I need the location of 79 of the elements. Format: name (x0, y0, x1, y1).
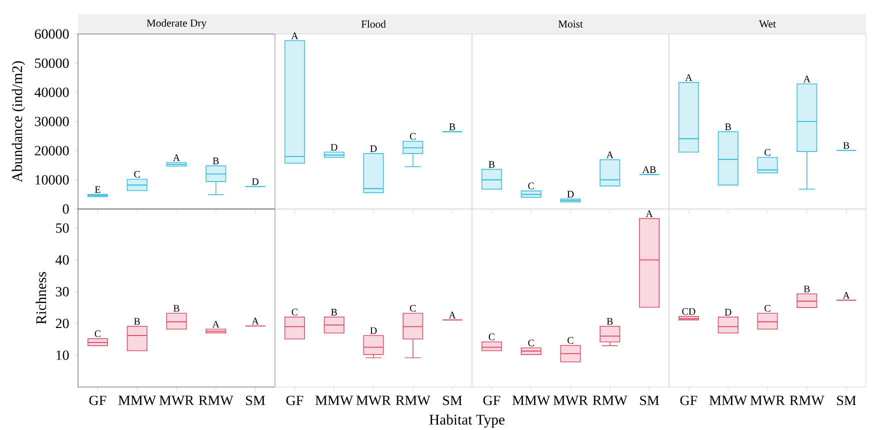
x-tick-label: GF (483, 396, 500, 406)
annotation: D (330, 144, 338, 151)
chart-title: Moist (558, 20, 583, 28)
x-tick-label: GF (89, 396, 106, 406)
x-tick-label: RMW (592, 396, 628, 406)
chart-title: Moderate Dry (146, 19, 207, 29)
x-axis-title: Habitat Type (429, 414, 504, 428)
annotation: B (212, 158, 219, 164)
annotation: C (764, 149, 770, 156)
annotation: B (134, 318, 140, 325)
y-tick-label: 50 (56, 223, 69, 233)
x-tick-label: SM (837, 396, 856, 406)
annotation: A (606, 152, 614, 158)
x-tick-label: GF (286, 396, 304, 406)
chart-title: Wet (759, 20, 776, 28)
annotation: C (292, 308, 298, 316)
annotation: A (291, 32, 298, 40)
x-tick-label: MWR (159, 396, 194, 406)
annotation: D (370, 327, 377, 334)
x-tick-label: RMW (790, 396, 824, 406)
annotation: CD (682, 308, 696, 315)
x-tick-label: MWR (356, 396, 391, 406)
x-tick-label: GF (680, 396, 698, 406)
annotation: A (212, 320, 220, 328)
annotation: B (843, 142, 850, 149)
y-tick-label: 0 (62, 204, 69, 214)
annotation: B (449, 124, 456, 130)
annotation: C (528, 340, 534, 346)
annotation: A (448, 312, 456, 318)
annotation: AB (642, 166, 656, 173)
y-tick-label: 60000 (34, 29, 69, 39)
annotation: D (370, 145, 377, 152)
annotation: B (606, 318, 613, 325)
annotation: A (172, 154, 180, 162)
annotation: C (410, 133, 416, 140)
annotation: D (252, 178, 258, 185)
annotation: A (252, 318, 259, 324)
x-tick-label: MMW (709, 396, 748, 406)
annotation: B (331, 308, 337, 316)
y-tick-label: 30 (56, 286, 69, 296)
x-tick-label: MWR (750, 396, 785, 406)
annotation: C (568, 337, 574, 344)
y-tick-label: 30000 (34, 116, 69, 126)
annotation: B (488, 161, 495, 168)
annotation: B (173, 305, 180, 312)
annotation: C (528, 182, 534, 190)
annotation: C (410, 304, 416, 312)
y-tick-label: 40000 (34, 88, 69, 98)
annotation: A (803, 76, 810, 82)
annotation: B (804, 286, 810, 292)
annotation: A (842, 292, 850, 299)
x-tick-label: MMW (315, 396, 354, 406)
annotation: C (94, 330, 100, 338)
x-tick-label: RMW (396, 396, 430, 406)
annotation: E (94, 186, 100, 193)
x-tick-label: SM (246, 396, 265, 406)
x-tick-label: RMW (198, 396, 234, 406)
annotation: C (488, 334, 494, 340)
y-axis-title: Richness (36, 272, 46, 324)
x-tick-label: SM (443, 396, 462, 406)
y-tick-label: 20 (56, 318, 69, 328)
y-tick-label: 50000 (35, 58, 69, 68)
y-tick-label: 40 (56, 255, 69, 265)
x-tick-label: MMW (118, 396, 156, 406)
annotation: A (685, 74, 692, 81)
x-tick-label: MWR (553, 396, 588, 406)
annotation: B (725, 124, 731, 130)
x-tick-label: MMW (512, 396, 550, 406)
chart-title: Flood (361, 20, 386, 28)
x-tick-label: SM (640, 396, 659, 406)
y-tick-label: 10000 (36, 175, 69, 185)
y-tick-label: 20000 (34, 146, 69, 156)
annotation: D (724, 308, 732, 316)
y-axis-title: Abundance (ind/m2) (12, 61, 26, 182)
annotation: D (567, 190, 574, 198)
annotation: C (764, 304, 770, 312)
annotation: C (134, 170, 140, 178)
annotation: A (646, 210, 653, 217)
y-tick-label: 10 (56, 350, 69, 360)
